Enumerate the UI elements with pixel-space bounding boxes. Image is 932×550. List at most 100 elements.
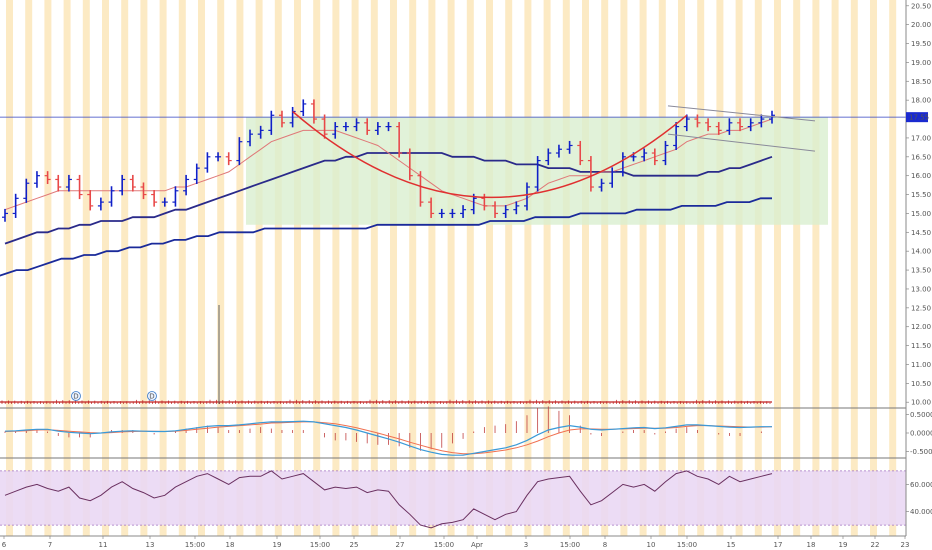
macd-line: [4, 420, 772, 456]
session-band: [524, 0, 532, 536]
session-band: [870, 0, 877, 536]
time-axis-label: 11: [99, 541, 108, 549]
channel-upper-line: [667, 105, 816, 122]
session-band: [562, 0, 570, 536]
session-band: [217, 0, 225, 536]
session-band: [255, 0, 263, 536]
time-axis-label: 18: [226, 541, 235, 549]
session-band: [850, 0, 858, 536]
time-axis-label: 18: [807, 541, 816, 549]
cup-pattern-curve: [292, 110, 688, 199]
last-price-tag-label: 17.55: [909, 114, 929, 122]
session-band: [140, 0, 148, 536]
session-band: [543, 0, 551, 536]
rsi-axis-label: 60.0000: [910, 481, 932, 489]
price-axis-label: 13.50: [911, 267, 931, 275]
macd-signal-line: [4, 421, 773, 455]
price-axis-label: 15.00: [911, 210, 931, 218]
price-axis-label: 17.00: [911, 134, 931, 142]
time-axis-label: 19: [839, 541, 848, 549]
axes: [0, 0, 907, 537]
macd-panel: [0, 406, 906, 456]
session-band: [620, 0, 628, 536]
session-band: [82, 0, 90, 536]
session-band: [390, 0, 397, 536]
session-band: [198, 0, 205, 536]
price-axis-label: 18.50: [911, 78, 931, 86]
session-band: [294, 0, 301, 536]
time-axis-label: Apr: [471, 541, 483, 549]
time-axis-label: 22: [871, 541, 880, 549]
session-band: [812, 0, 820, 536]
session-band: [63, 0, 71, 536]
time-axis-label: 15:00: [185, 541, 205, 549]
session-band: [658, 0, 666, 536]
session-band: [447, 0, 455, 536]
time-axis-label: 15:00: [310, 541, 330, 549]
price-axis-label: 20.50: [911, 2, 931, 10]
price-axis-label: 15.50: [911, 191, 931, 199]
time-axis-label: 23: [901, 541, 910, 549]
session-band: [236, 0, 244, 536]
session-band: [25, 0, 33, 536]
ma-slow-line: [0, 197, 772, 277]
session-band: [716, 0, 724, 536]
price-axis-label: 12.00: [911, 323, 931, 331]
price-axis-label: 16.00: [911, 172, 931, 180]
session-band: [505, 0, 513, 536]
price-bars: [2, 99, 775, 222]
session-band: [428, 0, 436, 536]
price-axis-label: 10.50: [911, 380, 931, 388]
price-axis-label: 10.00: [911, 399, 931, 407]
time-axis-label: 15: [727, 541, 736, 549]
session-band: [582, 0, 589, 536]
price-axis-label: 12.50: [911, 304, 931, 312]
time-axis-label: 6: [2, 541, 7, 549]
price-axis-label: 18.00: [911, 97, 931, 105]
time-axis-label: 10: [647, 541, 656, 549]
time-axis-label: 3: [524, 541, 528, 549]
last-price-tag: 17.55: [906, 112, 929, 123]
session-band: [889, 0, 897, 536]
session-band: [313, 0, 321, 536]
price-axis-label: 13.00: [911, 285, 931, 293]
session-band: [466, 0, 474, 536]
session-band: [486, 0, 493, 536]
rsi-line: [4, 470, 773, 529]
price-axis-ticks: 20.50 20.00 19.50 19.00 18.50 18.00 17.00 16.50…: [906, 2, 932, 516]
price-axis-label: 19.00: [911, 59, 931, 67]
price-axis-label: 14.50: [911, 229, 931, 237]
session-band: [774, 0, 781, 536]
session-band: [351, 0, 359, 536]
price-axis-label: 11.50: [911, 342, 931, 350]
macd-axis-label: 0.0000: [910, 430, 932, 438]
session-band: [678, 0, 685, 536]
session-band: [639, 0, 647, 536]
session-band: [6, 0, 13, 536]
time-axis-label: 19: [273, 541, 282, 549]
price-axis-label: 20.00: [911, 21, 931, 29]
time-axis-label: 15:00: [677, 541, 697, 549]
session-band: [102, 0, 109, 536]
session-band: [601, 0, 609, 536]
session-band: [735, 0, 743, 536]
session-band: [370, 0, 378, 536]
dividend-marker: [71, 391, 81, 401]
dividend-marker: [147, 391, 157, 401]
dividend-marker-label: D: [73, 393, 78, 401]
session-band: [754, 0, 762, 536]
time-axis-label: 27: [396, 541, 405, 549]
price-axis-label: 16.50: [911, 153, 931, 161]
session-band: [793, 0, 801, 536]
price-axis-label: 14.00: [911, 248, 931, 256]
last-price-tag-box: [906, 112, 928, 123]
rsi-neutral-band: [0, 470, 906, 526]
time-axis-label: 15:00: [560, 541, 580, 549]
time-axis-label: 8: [603, 541, 607, 549]
time-axis-label: 17: [774, 541, 783, 549]
time-axis-ticks: 6 7 11 13 15:00 18 19 15:00 25 27 15:00 Apr 3 15:00 8 1…: [2, 536, 910, 549]
session-band: [121, 0, 129, 536]
time-axis-label: 25: [350, 541, 359, 549]
